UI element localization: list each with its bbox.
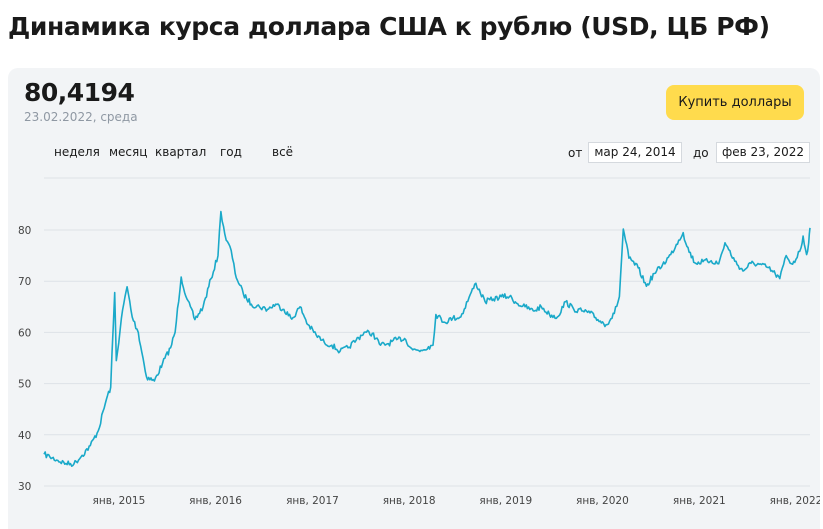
y-tick-label: 80 (18, 225, 31, 237)
tab-year[interactable]: год (220, 145, 242, 159)
x-tick-label: янв, 2018 (383, 495, 436, 507)
y-tick-label: 60 (18, 327, 31, 339)
tab-all[interactable]: всё (272, 145, 294, 159)
chart-card: 80,4194 23.02.2022, среда Купить доллары… (8, 68, 820, 529)
x-tick-label: янв, 2016 (189, 495, 242, 507)
range-to-label: до (693, 146, 709, 160)
current-date: 23.02.2022, среда (24, 110, 138, 124)
range-to-input[interactable]: фев 23, 2022 (716, 142, 810, 163)
y-tick-label: 30 (18, 481, 31, 493)
x-tick-label: янв, 2015 (93, 495, 146, 507)
x-tick-label: янв, 2017 (286, 495, 339, 507)
y-tick-label: 70 (18, 276, 31, 288)
page-title: Динамика курса доллара США к рублю (USD,… (8, 12, 770, 41)
range-from-label: от (568, 146, 583, 160)
x-tick-label: янв, 2022 (770, 495, 820, 507)
buy-dollars-button[interactable]: Купить доллары (666, 85, 804, 120)
x-tick-label: янв, 2021 (673, 495, 726, 507)
series-line-usd-rub (43, 210, 811, 467)
range-from-input[interactable]: мар 24, 2014 (588, 142, 682, 163)
tab-month[interactable]: месяц (109, 145, 148, 159)
current-rate: 80,4194 (24, 78, 135, 107)
x-tick-label: янв, 2020 (576, 495, 629, 507)
tab-week[interactable]: неделя (54, 145, 100, 159)
tab-quarter[interactable]: квартал (155, 145, 207, 159)
x-tick-label: янв, 2019 (479, 495, 532, 507)
usd-rub-line-chart: 30 40 50 60 70 80 янв, 2015 янв, 2016 янв, 2017… (18, 177, 820, 507)
y-tick-label: 40 (18, 430, 31, 442)
y-tick-label: 50 (18, 379, 31, 391)
